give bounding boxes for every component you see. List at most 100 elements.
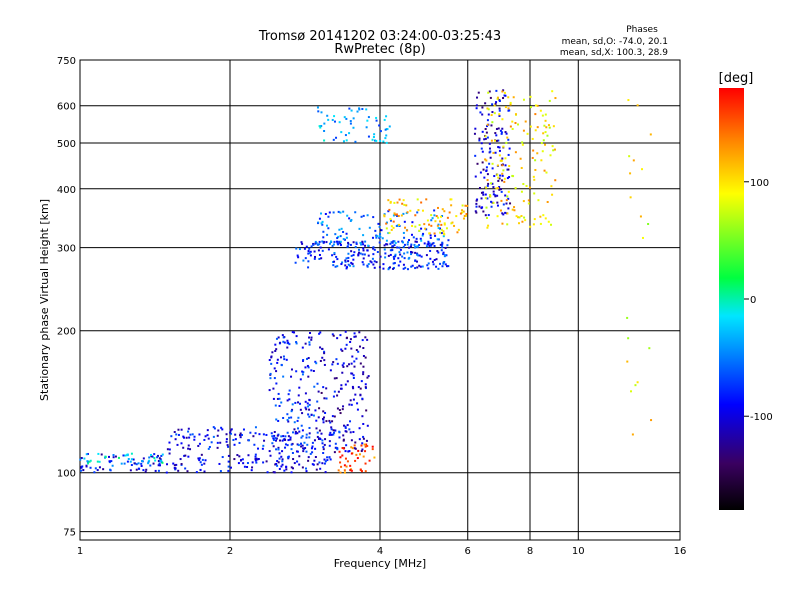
data-point [534, 129, 537, 132]
data-point [301, 466, 304, 469]
data-point [473, 132, 476, 135]
data-point [112, 454, 115, 457]
data-point [547, 220, 550, 223]
data-point [350, 347, 353, 350]
data-point [197, 457, 200, 460]
data-point [287, 393, 290, 396]
data-point [355, 241, 358, 244]
data-point [282, 355, 285, 358]
data-point [350, 469, 353, 472]
data-point [282, 340, 285, 343]
data-point [305, 470, 308, 473]
data-point [319, 126, 322, 129]
data-point [338, 240, 341, 243]
data-point [342, 238, 345, 241]
data-points [79, 89, 653, 474]
data-point [135, 468, 138, 471]
data-point [281, 458, 284, 461]
data-point [310, 338, 313, 341]
data-point [270, 432, 273, 435]
data-point [405, 204, 408, 207]
data-point [498, 154, 501, 157]
data-point [198, 459, 201, 462]
data-point [450, 204, 453, 207]
data-point [300, 445, 303, 448]
data-point [342, 434, 345, 437]
data-point [389, 218, 392, 221]
data-point [485, 159, 488, 162]
data-point [356, 110, 359, 113]
data-point [237, 462, 240, 465]
data-point [97, 452, 100, 455]
data-point [282, 416, 285, 419]
data-point [270, 362, 273, 365]
data-point [509, 101, 512, 104]
data-point [307, 250, 310, 253]
data-point [542, 214, 545, 217]
data-point [511, 120, 514, 123]
data-point [414, 251, 417, 254]
data-point [387, 232, 390, 235]
data-point [93, 471, 96, 474]
data-point [379, 235, 382, 238]
data-point [355, 357, 358, 360]
data-point [427, 267, 430, 270]
data-point [333, 120, 336, 123]
data-point [328, 433, 331, 436]
data-point [439, 227, 442, 230]
data-point [273, 367, 276, 370]
data-point [507, 153, 510, 156]
data-point [442, 235, 445, 238]
data-point [493, 112, 496, 115]
data-point [350, 109, 353, 112]
data-point [340, 348, 343, 351]
data-point [372, 247, 375, 250]
data-point [225, 438, 228, 441]
data-point [362, 234, 365, 237]
data-point [500, 132, 503, 135]
data-point [491, 182, 494, 185]
data-point [489, 96, 492, 99]
data-point [459, 212, 462, 215]
data-point [346, 245, 349, 248]
data-point [159, 458, 162, 461]
data-point [291, 331, 294, 334]
data-point [319, 331, 322, 334]
data-point [318, 240, 321, 243]
data-point [345, 232, 348, 235]
data-point [275, 448, 278, 451]
x-tick-label: 8 [527, 546, 533, 557]
data-point [94, 467, 97, 470]
data-point [493, 139, 496, 142]
x-tick-label: 10 [572, 546, 585, 557]
data-point [344, 383, 347, 386]
data-point [88, 460, 91, 463]
data-point [312, 414, 315, 417]
data-point [349, 464, 352, 467]
data-point [402, 212, 405, 215]
data-point [382, 263, 385, 266]
data-point [288, 416, 291, 419]
data-point [335, 255, 338, 258]
data-point [343, 469, 346, 472]
data-point [287, 455, 290, 458]
data-point [234, 438, 237, 441]
data-point [321, 347, 324, 350]
data-point [487, 214, 490, 217]
data-point [352, 376, 355, 379]
data-point [416, 260, 419, 263]
data-point [415, 240, 418, 243]
data-point [450, 198, 453, 201]
data-point [484, 127, 487, 130]
x-tick-label: 2 [227, 546, 233, 557]
data-point [311, 441, 314, 444]
data-point [375, 139, 378, 142]
data-point [641, 236, 644, 239]
data-point [238, 455, 241, 458]
data-point [352, 265, 355, 268]
data-point [425, 228, 428, 231]
data-point [365, 108, 368, 111]
data-point [537, 199, 540, 202]
data-point [441, 208, 444, 211]
data-point [317, 221, 320, 224]
